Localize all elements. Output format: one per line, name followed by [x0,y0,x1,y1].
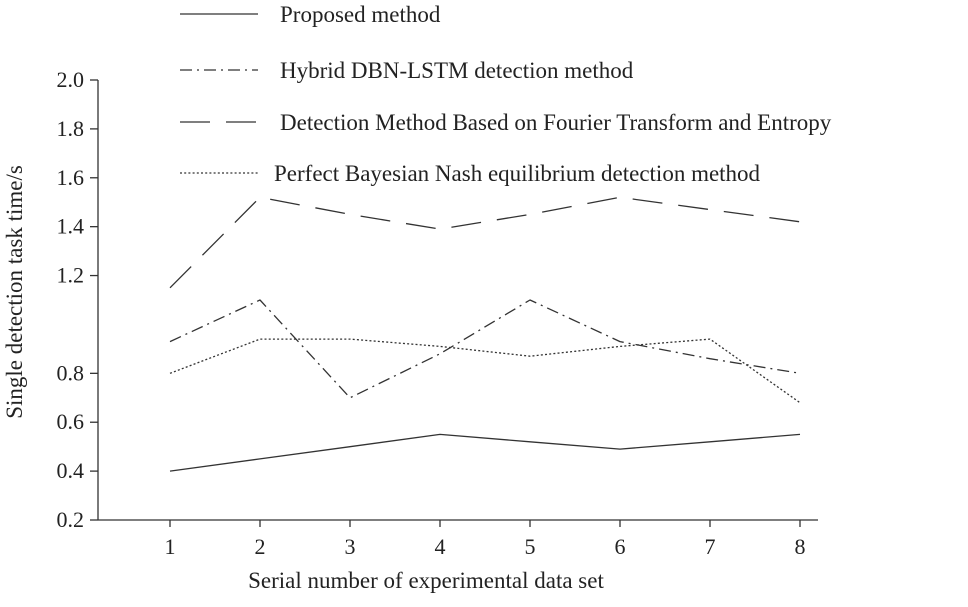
y-tick-label: 0.6 [57,409,85,434]
series-line-2 [169,299,801,399]
x-ticks: 1 2 3 4 5 6 7 8 [165,520,806,559]
x-tick-label: 6 [615,534,626,559]
x-tick-label: 7 [705,534,716,559]
series-line-3 [169,196,801,289]
legend-label: Perfect Bayesian Nash equilibrium detect… [274,161,761,186]
series-lines [169,196,801,472]
y-tick-label: 1.6 [57,165,85,190]
legend-item: Proposed method [180,2,441,27]
y-tick-label: 1.8 [57,116,85,141]
y-tick-label: 1.2 [57,263,85,288]
y-tick-label: 0.8 [57,360,85,385]
x-tick-label: 3 [345,534,356,559]
y-tick-label: 2.0 [57,67,85,92]
y-tick-label: 0.2 [57,507,85,532]
x-axis-title: Serial number of experimental data set [248,568,604,593]
x-tick-label: 4 [435,534,446,559]
legend-label: Hybrid DBN-LSTM detection method [280,58,634,83]
x-tick-label: 1 [165,534,176,559]
legend: Proposed method Hybrid DBN-LSTM detection… [180,2,832,186]
legend-label: Proposed method [280,2,441,27]
series-line-1 [169,433,801,472]
x-tick-label: 2 [255,534,266,559]
legend-item: Perfect Bayesian Nash equilibrium detect… [180,161,761,186]
legend-label: Detection Method Based on Fourier Transf… [280,110,832,135]
axes [97,80,818,521]
y-tick-label: 0.4 [57,458,85,483]
y-ticks: 0.2 0.4 0.6 0.8 1.2 1.4 1.6 1.8 2.0 [57,67,98,532]
legend-item: Hybrid DBN-LSTM detection method [180,58,634,83]
x-tick-label: 8 [795,534,806,559]
series-line-4 [169,338,801,404]
y-axis-title: Single detection task time/s [2,165,27,419]
y-tick-label: 1.4 [57,214,85,239]
legend-item: Detection Method Based on Fourier Transf… [180,110,832,135]
x-tick-label: 5 [525,534,536,559]
